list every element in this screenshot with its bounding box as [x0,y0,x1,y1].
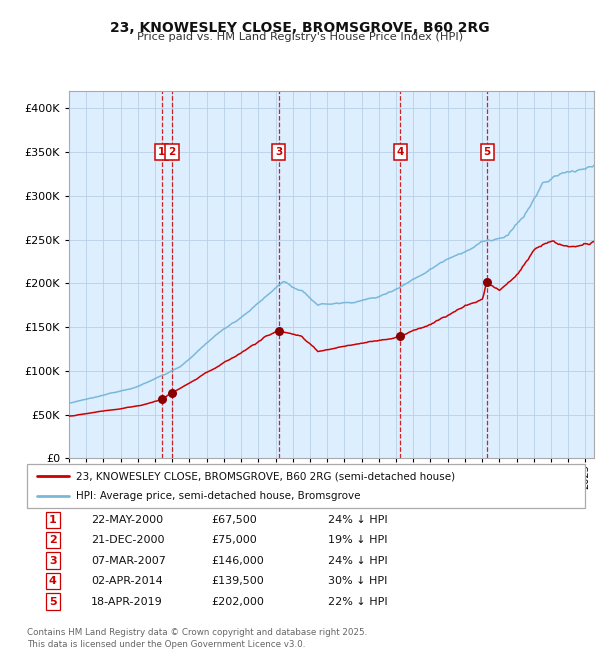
Text: 2: 2 [168,147,175,157]
Text: 23, KNOWESLEY CLOSE, BROMSGROVE, B60 2RG: 23, KNOWESLEY CLOSE, BROMSGROVE, B60 2RG [110,21,490,35]
Text: 22-MAY-2000: 22-MAY-2000 [91,515,163,525]
Text: 24% ↓ HPI: 24% ↓ HPI [328,556,388,566]
Text: £75,000: £75,000 [211,535,257,545]
Text: 18-APR-2019: 18-APR-2019 [91,597,163,606]
Text: 02-APR-2014: 02-APR-2014 [91,576,163,586]
Text: 5: 5 [484,147,491,157]
Text: £67,500: £67,500 [211,515,257,525]
Text: 4: 4 [49,576,56,586]
Text: £202,000: £202,000 [211,597,264,606]
Text: 23, KNOWESLEY CLOSE, BROMSGROVE, B60 2RG (semi-detached house): 23, KNOWESLEY CLOSE, BROMSGROVE, B60 2RG… [76,471,455,481]
Text: 1: 1 [158,147,165,157]
Text: 3: 3 [275,147,282,157]
Text: 5: 5 [49,597,56,606]
Text: 3: 3 [49,556,56,566]
FancyBboxPatch shape [27,464,585,508]
Text: 22% ↓ HPI: 22% ↓ HPI [328,597,388,606]
Text: 24% ↓ HPI: 24% ↓ HPI [328,515,388,525]
Text: HPI: Average price, semi-detached house, Bromsgrove: HPI: Average price, semi-detached house,… [76,491,361,501]
Text: £139,500: £139,500 [211,576,264,586]
Text: 4: 4 [397,147,404,157]
Text: Price paid vs. HM Land Registry's House Price Index (HPI): Price paid vs. HM Land Registry's House … [137,32,463,42]
Text: 19% ↓ HPI: 19% ↓ HPI [328,535,388,545]
Text: 07-MAR-2007: 07-MAR-2007 [91,556,166,566]
Text: 2: 2 [49,535,56,545]
Text: 30% ↓ HPI: 30% ↓ HPI [328,576,388,586]
Text: £146,000: £146,000 [211,556,264,566]
Text: 1: 1 [49,515,56,525]
Text: Contains HM Land Registry data © Crown copyright and database right 2025.
This d: Contains HM Land Registry data © Crown c… [27,628,367,649]
Text: 21-DEC-2000: 21-DEC-2000 [91,535,164,545]
